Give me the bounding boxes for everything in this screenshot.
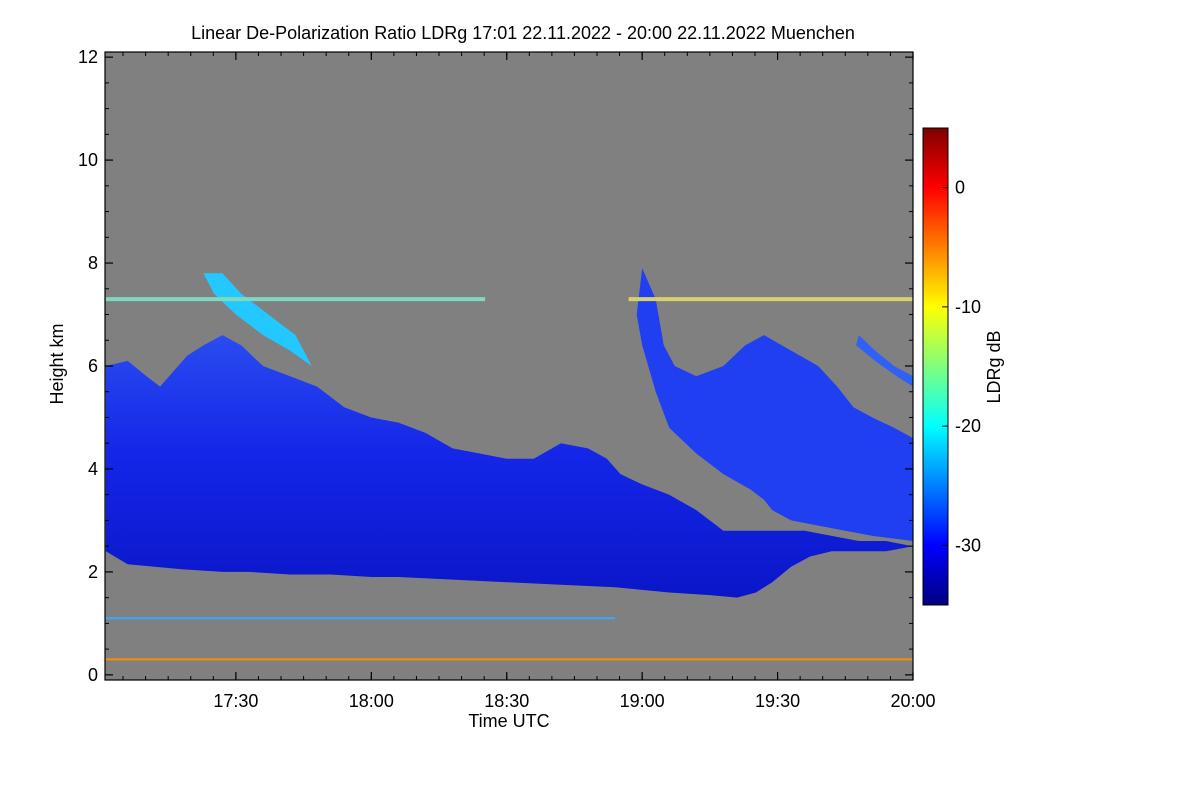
colorbar-tick-label: -10 bbox=[955, 297, 981, 317]
y-tick-label: 0 bbox=[88, 665, 98, 685]
x-tick-label: 18:30 bbox=[484, 691, 529, 711]
y-tick-label: 8 bbox=[88, 253, 98, 273]
colorbar-tick-label: 0 bbox=[955, 178, 965, 198]
x-tick-label: 19:00 bbox=[620, 691, 665, 711]
cloud-feature-upper-streak-1945 bbox=[856, 335, 913, 387]
x-tick-label: 17:30 bbox=[213, 691, 258, 711]
x-tick-label: 20:00 bbox=[890, 691, 935, 711]
aerosol-layers bbox=[105, 297, 913, 661]
y-tick-label: 12 bbox=[78, 47, 98, 67]
cloud-feature-fallstreak-cloud-1900 bbox=[636, 268, 913, 541]
cloud-feature-main-cloud-layer bbox=[105, 335, 913, 598]
colorbar-axis: 0 -10 -20 -30 bbox=[942, 178, 981, 555]
x-tick-label: 19:30 bbox=[755, 691, 800, 711]
colorbar-tick-label: -20 bbox=[955, 416, 981, 436]
colorbar-label: LDRg dB bbox=[984, 330, 1004, 403]
y-axis: 0 2 4 6 8 10 12 bbox=[78, 47, 913, 685]
y-tick-label: 10 bbox=[78, 150, 98, 170]
y-tick-label: 4 bbox=[88, 459, 98, 479]
x-axis-label: Time UTC bbox=[468, 711, 549, 731]
chart-title: Linear De-Polarization Ratio LDRg 17:01 … bbox=[191, 23, 855, 43]
y-axis-label: Height km bbox=[47, 323, 67, 404]
y-tick-label: 2 bbox=[88, 562, 98, 582]
colorbar bbox=[922, 127, 949, 606]
y-tick-label: 6 bbox=[88, 356, 98, 376]
cloud-features bbox=[105, 268, 913, 598]
colorbar-tick-label: -30 bbox=[955, 535, 981, 555]
cloud-feature-ice-crystal-region bbox=[203, 273, 312, 366]
x-tick-label: 18:00 bbox=[349, 691, 394, 711]
x-axis: 17:30 18:00 18:30 19:00 19:30 20:00 bbox=[122, 52, 936, 711]
